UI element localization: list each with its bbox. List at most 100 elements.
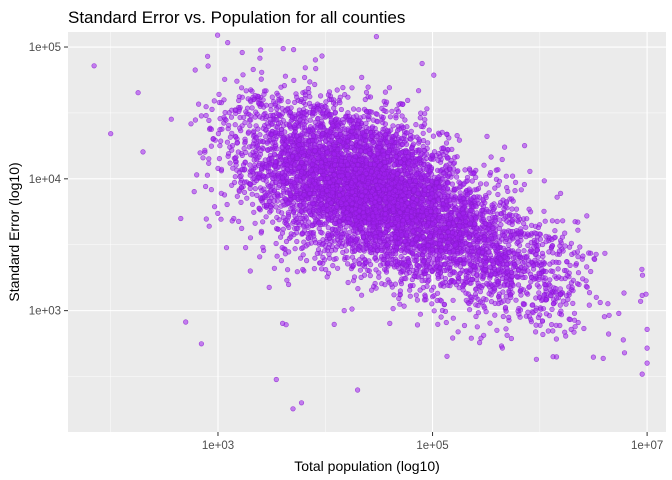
data-point xyxy=(381,107,387,114)
data-point xyxy=(344,255,350,261)
data-point xyxy=(396,295,402,302)
data-point xyxy=(227,160,233,166)
data-point xyxy=(389,108,395,114)
data-point xyxy=(285,98,291,105)
data-point xyxy=(413,178,419,184)
data-point xyxy=(527,168,533,174)
data-point xyxy=(311,266,318,272)
data-point xyxy=(429,287,435,293)
data-point xyxy=(358,274,364,281)
data-point xyxy=(391,199,397,205)
data-point xyxy=(397,301,403,307)
data-point xyxy=(206,223,212,229)
data-point xyxy=(385,149,391,155)
data-point xyxy=(454,133,460,139)
data-point xyxy=(423,223,430,229)
data-point xyxy=(553,354,560,360)
data-point xyxy=(398,176,405,182)
data-point xyxy=(300,266,306,273)
data-point xyxy=(469,178,475,184)
data-point xyxy=(435,157,441,163)
data-point xyxy=(404,207,411,213)
data-point xyxy=(410,267,416,274)
data-point xyxy=(410,228,416,234)
data-point xyxy=(474,225,480,231)
data-point xyxy=(452,210,458,216)
data-point xyxy=(430,133,437,139)
data-point xyxy=(550,328,556,334)
data-point xyxy=(479,201,485,207)
data-point xyxy=(381,256,387,263)
data-point xyxy=(383,269,390,275)
data-point xyxy=(369,287,375,293)
data-point xyxy=(560,218,566,224)
data-point xyxy=(478,181,484,187)
data-point xyxy=(369,125,375,131)
data-point xyxy=(442,255,448,261)
data-point xyxy=(391,162,398,168)
data-point xyxy=(393,132,399,138)
data-point xyxy=(549,218,556,224)
data-point xyxy=(410,240,416,246)
data-point xyxy=(452,186,458,192)
data-point xyxy=(488,170,494,176)
data-point xyxy=(402,117,408,123)
data-point xyxy=(444,155,450,161)
data-point xyxy=(367,273,373,279)
data-point xyxy=(376,270,382,276)
data-point xyxy=(401,256,407,262)
data-point xyxy=(393,259,399,265)
data-point xyxy=(407,293,413,299)
data-point xyxy=(445,239,451,245)
data-point xyxy=(442,233,449,240)
data-point xyxy=(403,262,409,268)
data-point xyxy=(331,321,337,328)
data-point xyxy=(452,154,458,160)
chart-title: Standard Error vs. Population for all co… xyxy=(68,8,405,27)
data-point xyxy=(424,106,430,112)
data-point xyxy=(454,174,460,180)
data-point xyxy=(416,147,423,153)
data-point xyxy=(417,115,423,121)
data-point xyxy=(518,292,524,298)
data-point xyxy=(375,119,381,125)
data-point xyxy=(439,145,445,151)
data-point xyxy=(444,131,450,137)
data-point xyxy=(216,156,222,162)
data-point xyxy=(420,130,426,136)
data-point xyxy=(521,248,527,254)
data-point xyxy=(401,133,407,139)
data-point xyxy=(548,322,555,328)
data-point xyxy=(384,139,390,145)
data-point xyxy=(218,216,224,222)
data-point xyxy=(429,301,435,307)
data-point xyxy=(386,85,393,91)
data-point xyxy=(456,179,462,185)
data-point xyxy=(405,170,411,176)
data-point xyxy=(504,332,510,338)
data-point xyxy=(382,206,389,212)
data-point xyxy=(467,242,473,248)
data-point xyxy=(375,185,381,191)
data-point xyxy=(366,268,372,274)
data-point xyxy=(352,147,358,153)
data-point xyxy=(273,240,279,247)
data-point xyxy=(481,162,487,168)
data-point xyxy=(237,114,243,121)
data-point xyxy=(322,248,328,254)
data-point xyxy=(215,210,221,216)
data-point xyxy=(420,143,426,150)
data-point xyxy=(407,166,413,172)
data-point xyxy=(455,329,461,335)
data-point xyxy=(411,244,417,251)
data-point xyxy=(373,285,379,291)
data-point xyxy=(505,188,511,194)
data-point xyxy=(486,190,492,196)
data-point xyxy=(474,324,480,330)
data-point xyxy=(330,263,336,269)
data-point xyxy=(260,219,266,225)
data-point xyxy=(286,249,292,255)
data-point xyxy=(332,247,339,253)
